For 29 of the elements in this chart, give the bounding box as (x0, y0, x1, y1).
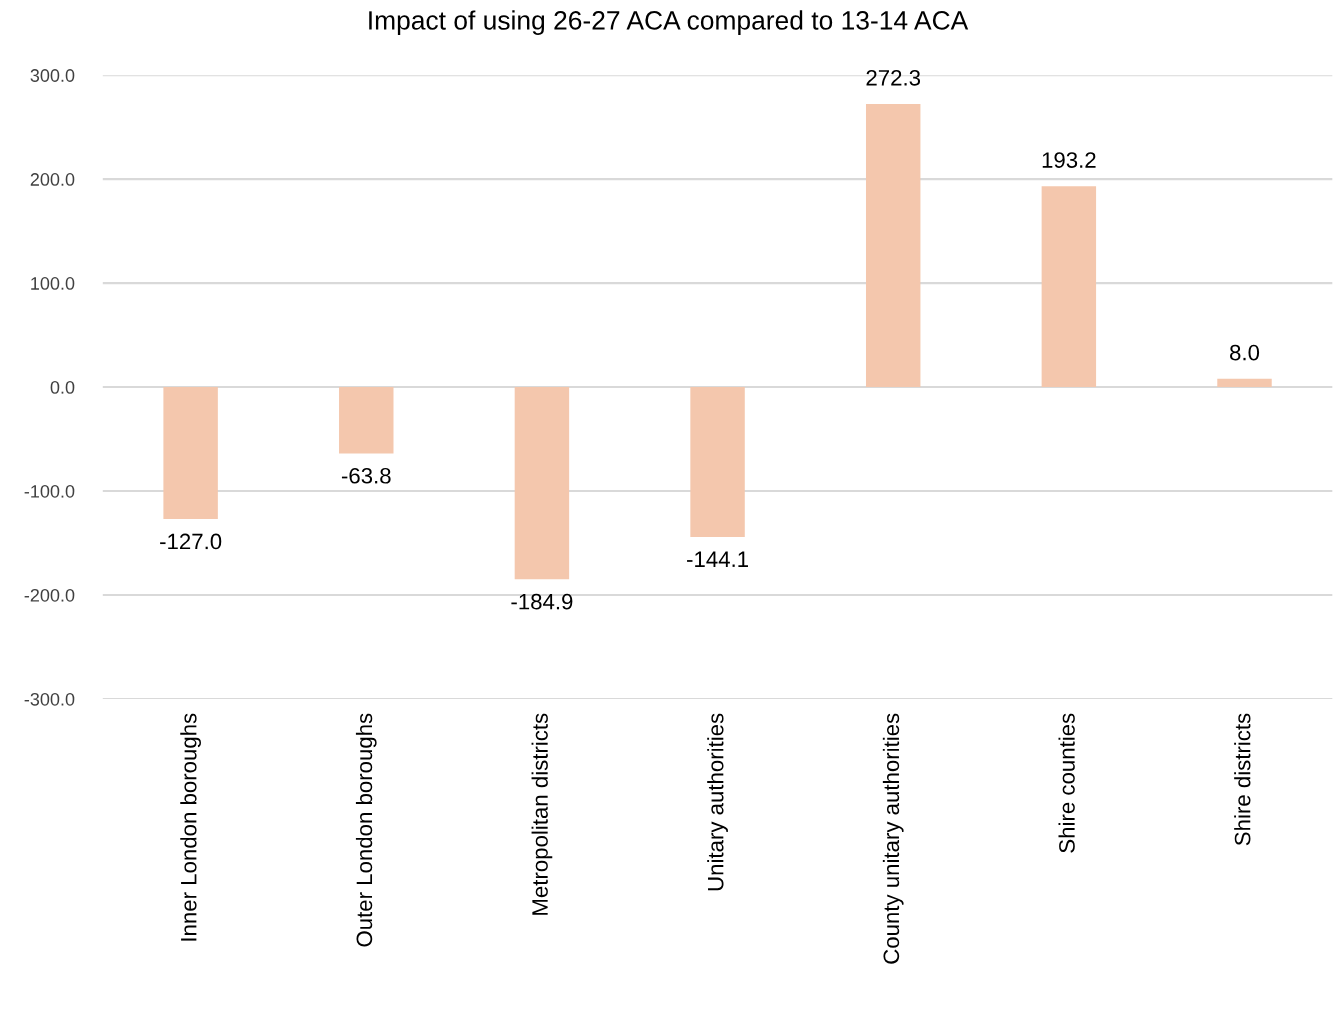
x-tick-label: Outer London boroughs (355, 713, 377, 947)
data-label: 8.0 (1230, 344, 1260, 361)
y-tick-label: 300.0 (30, 69, 75, 82)
bar (339, 387, 394, 454)
data-label: -184.9 (511, 593, 573, 610)
x-tick-label: County unitary authorities (882, 713, 904, 964)
bar (1217, 378, 1272, 388)
data-label: -127.0 (160, 533, 222, 550)
x-tick-label: Shire counties (1058, 713, 1075, 853)
bar (690, 387, 745, 537)
bar (514, 387, 570, 580)
data-label: 272.3 (866, 69, 921, 86)
y-tick-label: -100.0 (24, 484, 75, 498)
y-tick-label: -300.0 (24, 692, 75, 706)
bar (163, 387, 218, 520)
bar (865, 103, 921, 388)
x-tick-label: Unitary authorities (707, 713, 728, 891)
y-tick-label: 0.0 (50, 381, 75, 394)
data-label: -63.8 (341, 467, 391, 484)
data-label: -144.1 (687, 551, 748, 567)
bar (1041, 186, 1097, 388)
x-tick-label: Shire districts (1234, 713, 1251, 846)
data-label: 193.2 (1042, 152, 1096, 168)
x-tick-label: Inner London boroughs (180, 713, 201, 941)
x-tick-label: Metropolitan districts (531, 713, 553, 915)
chart-title: Impact of using 26-27 ACA compared to 13-14 ACA (369, 10, 969, 35)
y-tick-label: 100.0 (31, 277, 75, 290)
y-tick-label: 200.0 (30, 173, 75, 186)
y-tick-label: -200.0 (24, 588, 75, 602)
